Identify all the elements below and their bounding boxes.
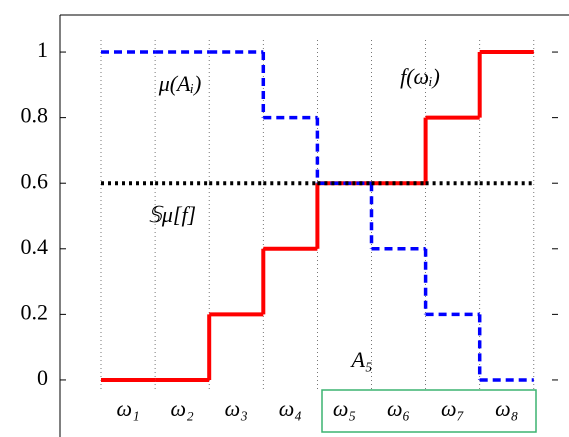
x-tick-label: ω₈ (495, 396, 518, 421)
set-box (321, 389, 537, 433)
series-label: μ(Aᵢ) (158, 71, 202, 96)
y-tick-label: 0.8 (21, 103, 49, 128)
y-tick-label: 1 (37, 37, 48, 62)
x-tick-label: ω₃ (225, 396, 248, 421)
y-tick-label: 0.2 (21, 299, 49, 324)
y-tick-label: 0 (37, 365, 48, 390)
x-tick-label: ω₆ (387, 396, 410, 421)
y-tick-label: 0.6 (21, 168, 49, 193)
y-tick-label: 0.4 (21, 234, 49, 259)
x-tick-label: ω₁ (116, 396, 139, 421)
series-label: f(ωᵢ) (400, 64, 440, 89)
x-tick-label: ω₅ (333, 396, 356, 421)
series-label: 𝕊μ[f] (148, 202, 196, 227)
x-tick-label: ω₇ (441, 396, 464, 421)
set-label: A₅ (349, 347, 372, 372)
x-tick-label: ω₂ (171, 396, 195, 421)
x-tick-label: ω₄ (279, 396, 302, 421)
